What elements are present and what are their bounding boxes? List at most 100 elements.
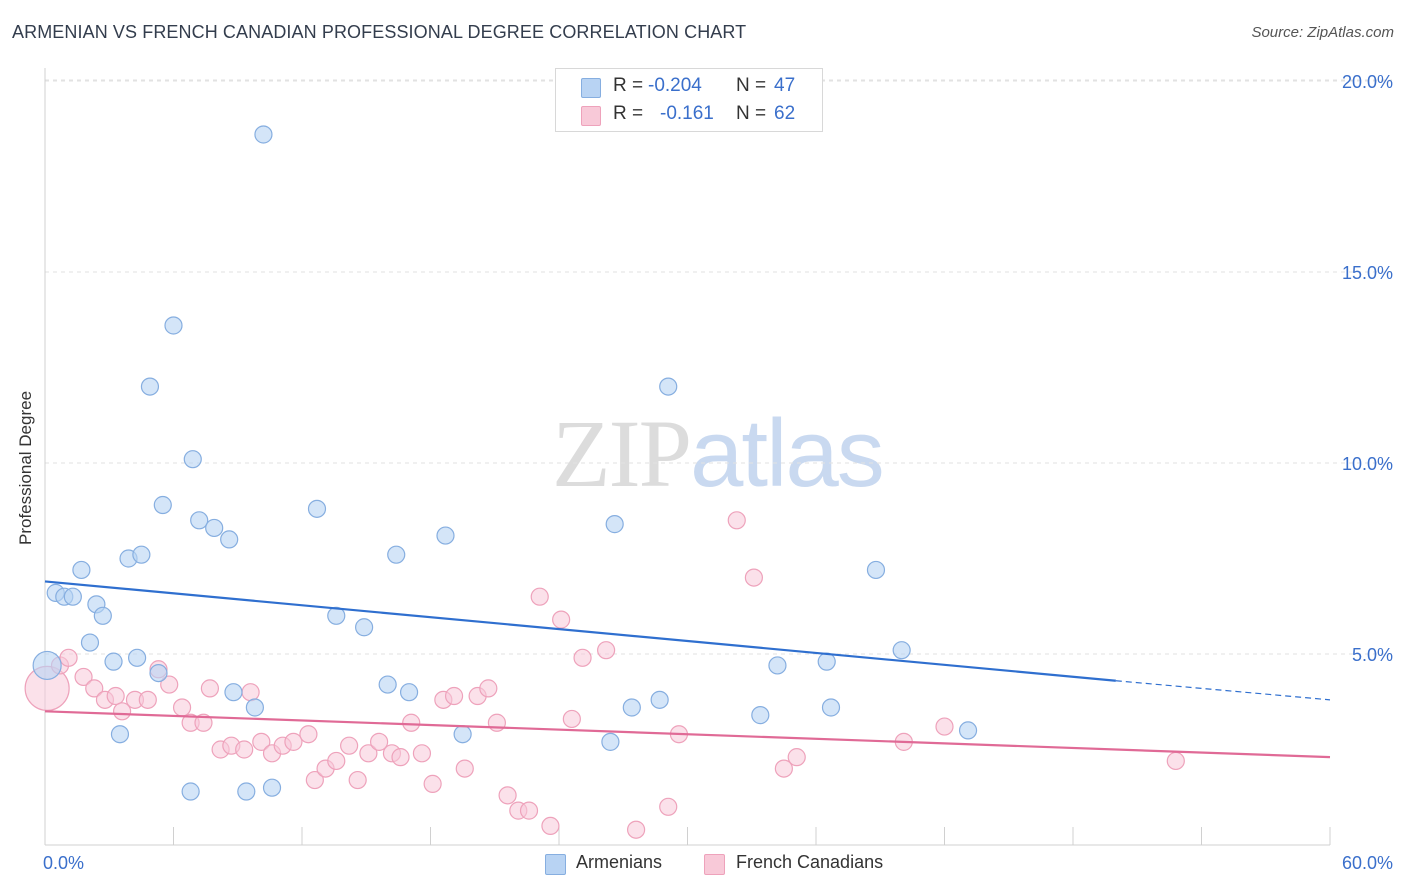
french-canadians-point	[626, 820, 646, 839]
french-canadians-point	[85, 679, 104, 698]
armenians-point	[63, 587, 82, 606]
french-canadians-point	[597, 641, 616, 660]
armenians-point	[140, 377, 160, 396]
armenians-point	[220, 530, 239, 549]
french-canadians-point	[479, 679, 498, 698]
armenians-points	[32, 125, 978, 801]
armenians-point	[622, 698, 641, 717]
french-canadians-point	[1166, 751, 1185, 771]
armenians-point	[751, 706, 770, 725]
x-tick-label-0: 0.0%	[43, 853, 84, 873]
french-canadians-point	[423, 774, 442, 793]
armenians-point	[817, 652, 836, 671]
french-canadians-legend-swatch	[704, 854, 725, 875]
french-canadians-point	[194, 713, 213, 732]
armenians-point	[453, 725, 472, 744]
french-canadians-trend-line	[44, 710, 1331, 759]
armenians-trend-line	[44, 580, 1116, 682]
armenians-point	[183, 450, 202, 469]
french-canadians-point	[541, 816, 560, 836]
french-canadians-point	[402, 713, 421, 732]
french-canadians-point	[519, 801, 539, 820]
armenians-point	[866, 560, 886, 580]
armenians-point	[436, 526, 455, 545]
armenians-point	[307, 499, 327, 518]
french-canadians-point	[138, 690, 157, 709]
stats-row-armenians: R = -0.204 N = 47	[556, 71, 822, 101]
french-canadians-point	[935, 717, 954, 736]
armenians-swatch	[581, 78, 601, 98]
french-canadians-point	[112, 702, 132, 721]
french-canadians-point	[160, 675, 179, 694]
armenians-point	[605, 515, 624, 534]
armenians-point	[958, 721, 978, 740]
y-tick-label-2: 15.0%	[1342, 263, 1393, 283]
armenians-point	[32, 650, 62, 681]
watermark-atlas: atlas	[690, 400, 885, 507]
armenians-point	[378, 675, 397, 694]
french-canadians-point	[391, 748, 410, 767]
y-tick-label-1: 10.0%	[1342, 454, 1393, 474]
french-canadians-swatch	[581, 106, 601, 126]
source-credit: Source: ZipAtlas.com	[1251, 24, 1394, 41]
french-canadians-point	[299, 725, 318, 744]
french-canadians-point	[744, 568, 763, 587]
stats-row-french-canadians: R = -0.161 N = 62	[556, 99, 822, 129]
french-canadians-point	[562, 709, 581, 729]
r-value: -0.204	[648, 75, 702, 96]
armenians-point	[892, 641, 911, 660]
n-label: N =	[736, 75, 767, 96]
r-label: R =	[613, 75, 644, 96]
french-canadians-point	[359, 744, 378, 763]
french-canadians-point	[327, 751, 346, 771]
armenians-point	[601, 732, 620, 751]
armenians-point	[327, 606, 346, 625]
y-axis-label: Professional Degree	[16, 390, 35, 545]
french-canadians-point	[74, 667, 93, 687]
armenians-point	[149, 663, 168, 683]
armenians-point	[659, 377, 678, 396]
french-canadians-point	[444, 686, 464, 706]
french-canadians-point	[498, 786, 517, 805]
tick-labels: 5.0% 10.0% 15.0% 20.0% 0.0% 60.0%	[43, 72, 1393, 873]
french-canadians-point	[774, 759, 793, 778]
armenians-legend-swatch	[545, 854, 566, 875]
armenians-point	[262, 778, 282, 797]
french-canadians-point	[727, 511, 746, 530]
armenians-point	[132, 545, 151, 564]
french-canadians-legend-label: French Canadians	[736, 852, 884, 872]
armenians-point	[110, 725, 130, 744]
n-value: 62	[774, 103, 796, 124]
stats-legend: R = -0.204 N = 47 R = -0.161 N = 62	[555, 68, 823, 132]
x-tick-label-1: 60.0%	[1342, 853, 1393, 873]
grid-lines	[45, 79, 1392, 655]
french-canadians-point	[552, 610, 571, 629]
armenians-point	[164, 316, 183, 335]
french-canadians-point	[59, 648, 78, 667]
watermark-zip: ZIP	[552, 400, 692, 507]
french-canadians-point	[200, 679, 220, 698]
armenians-point	[245, 698, 264, 717]
french-canadians-point	[106, 686, 125, 706]
armenians-point	[72, 560, 91, 580]
armenians-legend-label: Armenians	[576, 852, 663, 872]
axes	[44, 68, 1331, 846]
armenians-point	[768, 656, 787, 675]
armenians-point	[104, 652, 123, 671]
french-canadians-point	[252, 732, 271, 751]
n-value: 47	[774, 75, 796, 96]
armenians-point	[254, 125, 273, 144]
armenians-point	[80, 633, 100, 652]
r-label: R =	[613, 103, 644, 124]
armenians-point	[153, 495, 172, 515]
armenians-point	[399, 683, 419, 702]
french-canadians-point	[412, 744, 432, 763]
french-canadians-point	[305, 770, 324, 790]
french-canadians-point	[370, 732, 389, 751]
french-canadians-point	[241, 683, 260, 702]
armenians-trend-extension	[1115, 680, 1331, 701]
armenians-point	[181, 782, 200, 801]
french-canadians-point	[455, 759, 474, 778]
armenians-point	[190, 511, 209, 530]
french-canadians-point	[530, 587, 549, 606]
